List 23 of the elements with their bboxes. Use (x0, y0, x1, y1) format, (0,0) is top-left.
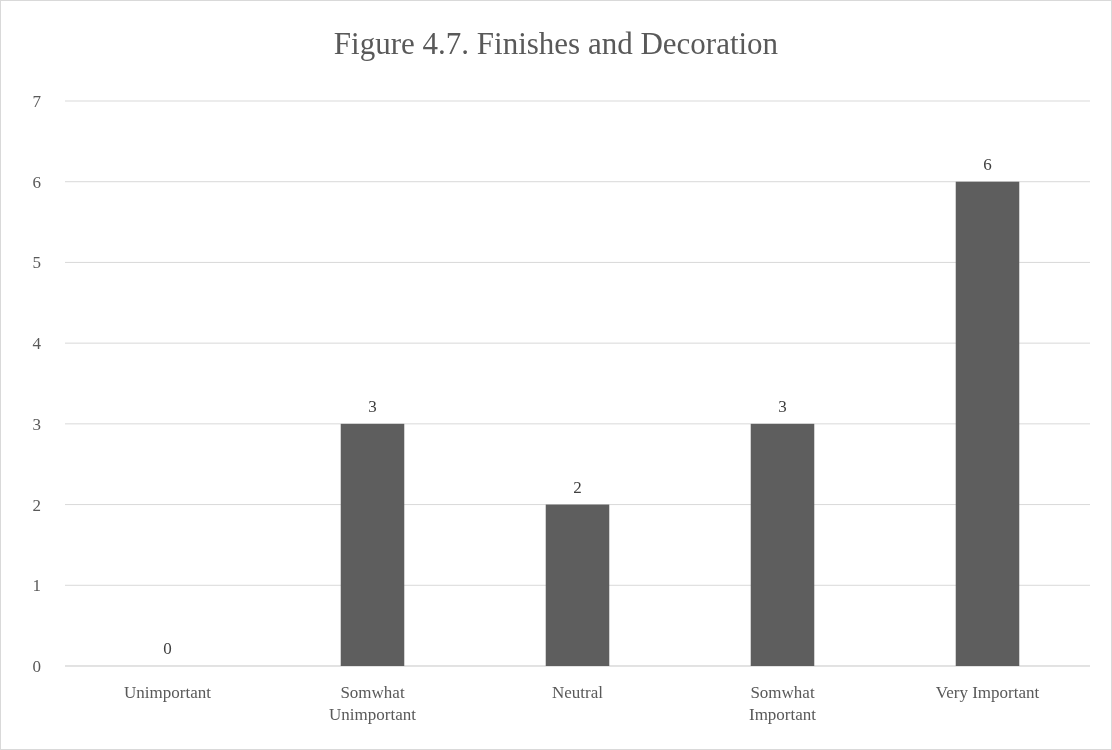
chart-title: Figure 4.7. Finishes and Decoration (333, 26, 779, 61)
y-tick-label: 0 (32, 656, 41, 676)
data-label: 3 (778, 396, 787, 416)
y-tick-label: 2 (32, 495, 41, 515)
y-tick-label: 3 (32, 414, 41, 434)
bar (340, 423, 405, 666)
x-tick-label: Unimportant (124, 683, 212, 702)
x-tick-label: Very Important (935, 683, 1040, 702)
bar (750, 423, 815, 666)
data-label: 0 (163, 639, 172, 658)
data-label: 2 (573, 477, 582, 497)
y-tick-label: 1 (32, 576, 41, 596)
x-tick-label: Neutral (552, 683, 604, 702)
bar (545, 504, 610, 666)
data-label: 3 (368, 396, 377, 416)
y-tick-label: 4 (32, 334, 42, 354)
data-label: 6 (983, 154, 992, 174)
y-tick-label: 7 (32, 91, 42, 111)
x-tick-label: Somwhat Important (748, 683, 817, 724)
y-tick-label: 6 (32, 172, 41, 192)
y-tick-label: 5 (32, 253, 41, 273)
bar (955, 181, 1020, 666)
x-tick-label: Somwhat Unimportant (329, 683, 417, 724)
